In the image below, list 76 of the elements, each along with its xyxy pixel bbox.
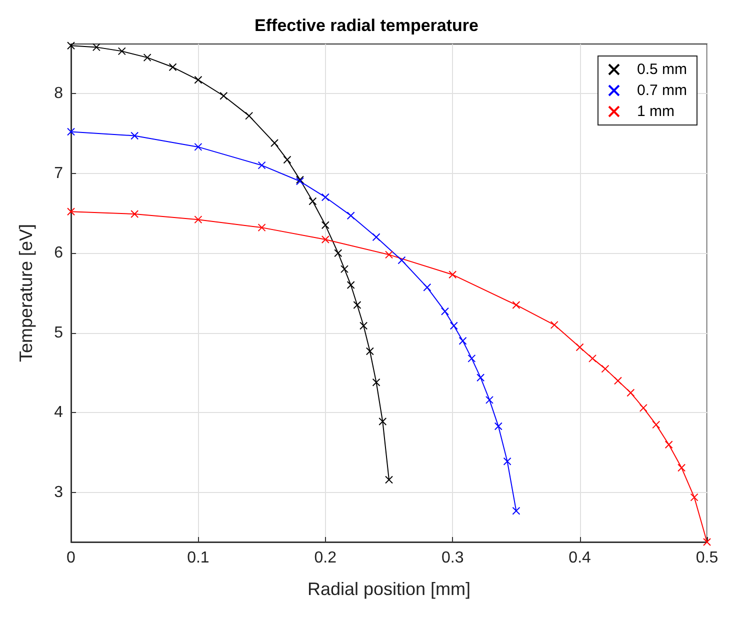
- point: [194, 216, 202, 224]
- point: [372, 233, 380, 242]
- point: [440, 307, 449, 316]
- point: [220, 92, 228, 100]
- point: [353, 300, 362, 309]
- point: [588, 354, 597, 362]
- point: [308, 197, 317, 206]
- point: [678, 464, 686, 472]
- point: [346, 212, 355, 220]
- legend-label: 0.7 mm: [636, 82, 688, 99]
- point: [512, 300, 520, 309]
- point: [360, 322, 368, 330]
- x-tick-label: 0.3: [441, 550, 464, 566]
- point: [385, 476, 393, 484]
- point: [130, 132, 139, 140]
- point: [503, 457, 512, 466]
- point: [245, 112, 254, 120]
- point: [258, 224, 266, 232]
- point: [118, 47, 126, 56]
- point: [168, 63, 177, 72]
- point: [448, 270, 457, 279]
- point: [334, 249, 342, 258]
- point: [494, 422, 502, 430]
- point: [690, 493, 698, 502]
- y-axis-title: Temperature [eV]: [16, 224, 36, 362]
- point: [67, 208, 75, 216]
- point: [398, 256, 406, 264]
- point: [130, 210, 139, 218]
- point: [626, 388, 635, 397]
- point: [450, 322, 458, 330]
- point: [458, 336, 467, 345]
- point: [372, 378, 380, 386]
- point: [512, 506, 520, 515]
- point: [283, 156, 292, 164]
- point: [664, 440, 673, 449]
- y-tick-label: 8: [54, 84, 64, 102]
- point: [346, 281, 355, 290]
- x-tick-label: 0.5: [696, 550, 718, 566]
- point: [67, 128, 75, 136]
- point: [321, 221, 330, 230]
- point: [270, 138, 279, 147]
- x-tick-label: 0.2: [314, 550, 337, 566]
- point: [194, 142, 202, 151]
- legend-label: 1 mm: [636, 103, 674, 120]
- point: [67, 42, 75, 50]
- legend-label: 0.5 mm: [636, 61, 688, 78]
- point: [576, 343, 584, 352]
- y-tick-label: 3: [54, 484, 64, 502]
- point: [423, 283, 432, 292]
- point: [378, 417, 387, 426]
- y-tick-label: 6: [54, 244, 64, 262]
- point: [601, 364, 610, 373]
- point: [321, 193, 330, 202]
- point: [321, 236, 330, 244]
- y-tick-label: 4: [54, 404, 64, 422]
- y-tick-label: 5: [54, 324, 64, 342]
- chart-title: Effective radial temperature: [254, 16, 478, 35]
- y-tick-label: 7: [54, 164, 64, 182]
- point: [614, 376, 622, 385]
- point: [340, 265, 348, 274]
- point: [468, 354, 476, 362]
- point: [366, 347, 374, 356]
- x-tick-label: 0.4: [568, 550, 592, 566]
- point: [550, 320, 558, 329]
- point: [92, 43, 100, 52]
- point: [485, 396, 494, 404]
- point: [258, 161, 266, 170]
- point: [476, 374, 485, 382]
- point: [143, 54, 152, 62]
- point: [652, 420, 660, 429]
- x-axis-title: Radial position [mm]: [307, 579, 471, 599]
- point: [385, 250, 393, 259]
- x-tick-label: 0: [66, 550, 76, 566]
- point: [194, 76, 202, 84]
- x-tick-label: 0.1: [187, 550, 210, 566]
- point: [639, 404, 648, 412]
